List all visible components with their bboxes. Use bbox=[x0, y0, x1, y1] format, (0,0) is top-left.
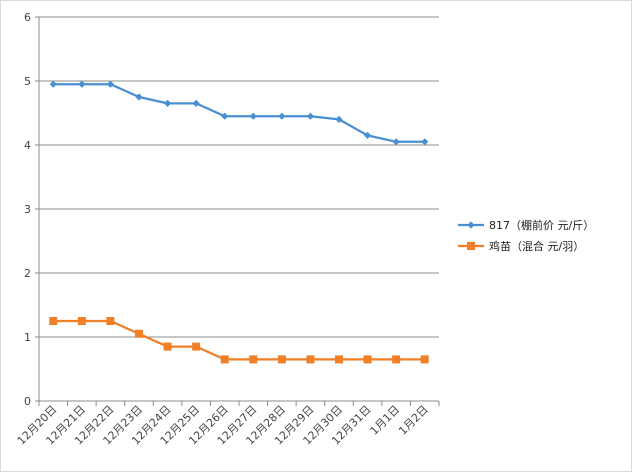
gridlines bbox=[39, 16, 439, 338]
series-1-point bbox=[335, 115, 343, 123]
series-2-point bbox=[106, 317, 115, 325]
series-2-point bbox=[220, 355, 229, 364]
legend-marker-1 bbox=[467, 221, 475, 229]
series-2-point bbox=[306, 355, 315, 364]
y-tick-label: 0 bbox=[24, 395, 31, 408]
legend-marker-2 bbox=[467, 242, 475, 250]
x-tick-labels: 12月20日12月21日12月22日12月23日12月24日12月25日12月2… bbox=[15, 403, 431, 448]
x-tick-label: 1月1日 bbox=[368, 403, 403, 438]
series-2-point bbox=[77, 317, 86, 325]
series-2-point bbox=[163, 342, 172, 351]
y-tick-label: 1 bbox=[24, 331, 31, 344]
series-1-point bbox=[49, 80, 57, 88]
series-1-point bbox=[249, 112, 257, 120]
series-1-point bbox=[221, 112, 229, 120]
series-2-point bbox=[335, 355, 343, 364]
series-2-point bbox=[420, 355, 429, 364]
y-tick-label: 6 bbox=[24, 11, 31, 24]
series-layer bbox=[49, 80, 429, 364]
y-tick-label: 3 bbox=[24, 203, 31, 216]
series-1-point bbox=[192, 99, 200, 107]
axes bbox=[35, 16, 440, 406]
y-tick-label: 4 bbox=[24, 139, 31, 152]
series-1-point bbox=[392, 138, 400, 146]
x-tick-label: 1月2日 bbox=[396, 403, 431, 438]
y-tick-label: 5 bbox=[24, 75, 31, 88]
series-2-point bbox=[135, 329, 143, 338]
series-line-2 bbox=[53, 319, 425, 361]
series-1-point bbox=[306, 112, 315, 120]
series-1-point bbox=[363, 131, 372, 139]
series-1-point bbox=[163, 99, 172, 107]
y-tick-labels: 0 1 2 3 4 5 6 bbox=[24, 11, 31, 408]
series-1-point bbox=[278, 112, 286, 120]
series-2-point bbox=[249, 355, 258, 364]
series-1-point bbox=[135, 93, 143, 101]
legend-label-1: 817（棚前价 元/斤） bbox=[489, 218, 594, 232]
series-1-point bbox=[78, 80, 86, 88]
series-2-point bbox=[49, 317, 58, 325]
series-line-1 bbox=[53, 83, 425, 143]
series-1-point bbox=[106, 80, 115, 88]
series-2-point bbox=[277, 355, 286, 364]
series-2-point bbox=[392, 355, 401, 364]
series-1-point bbox=[421, 138, 429, 146]
legend-label-2: 鸡苗（混合 元/羽） bbox=[489, 239, 584, 253]
series-2-point bbox=[363, 355, 372, 364]
y-tick-label: 2 bbox=[24, 267, 31, 280]
legend: 817（棚前价 元/斤） 鸡苗（混合 元/羽） bbox=[458, 218, 594, 253]
series-2-point bbox=[192, 342, 201, 351]
